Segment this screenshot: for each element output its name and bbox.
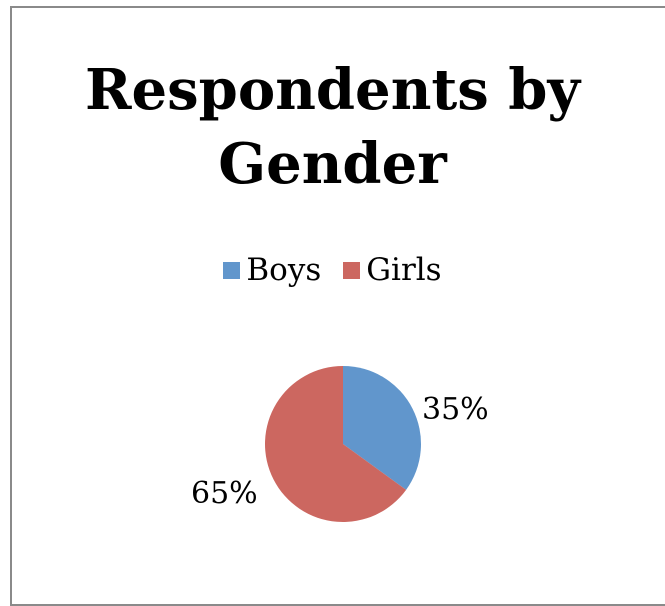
legend-item-girls: Girls <box>343 252 442 288</box>
legend-label-boys: Boys <box>246 252 322 288</box>
data-label-boys: 35% <box>422 392 489 427</box>
legend-swatch-boys <box>223 261 241 279</box>
legend-item-boys: Boys <box>223 252 321 288</box>
legend-label-girls: Girls <box>366 252 442 288</box>
chart-legend: Boys Girls <box>0 252 665 288</box>
pie-slice-girls <box>265 366 407 522</box>
chart-title-line-2: Gender <box>218 131 447 197</box>
legend-swatch-girls <box>343 261 361 279</box>
chart-title-line-1: Respondents by <box>84 57 580 123</box>
data-label-girls: 65% <box>191 476 258 511</box>
pie-slice-boys <box>343 366 422 490</box>
pie-chart <box>265 366 422 522</box>
